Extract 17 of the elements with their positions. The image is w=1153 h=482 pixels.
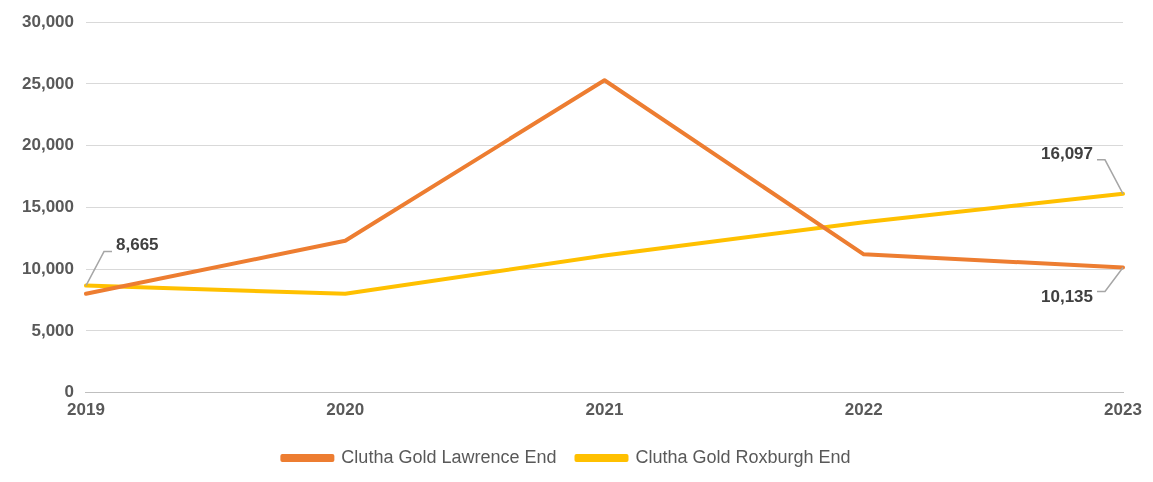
x-tick-label: 2022 [844,400,883,420]
y-tick-label: 20,000 [22,135,74,155]
y-tick-label: 0 [64,382,74,402]
y-tick-label: 5,000 [31,320,74,340]
x-tick-label: 2020 [326,400,365,420]
data-label: 10,135 [1041,287,1093,307]
y-tick-label: 30,000 [22,11,74,31]
x-tick-label: 2021 [585,400,624,420]
y-tick-label: 10,000 [22,258,74,278]
legend-label: Clutha Gold Lawrence End [341,446,557,467]
x-tick-label: 2019 [67,400,105,420]
data-label: 16,097 [1041,143,1093,163]
y-tick-label: 15,000 [22,197,74,217]
x-tick-label: 2023 [1104,400,1142,420]
data-label: 8,665 [116,235,159,255]
y-tick-label: 25,000 [22,73,74,93]
legend-label: Clutha Gold Roxburgh End [635,446,851,467]
